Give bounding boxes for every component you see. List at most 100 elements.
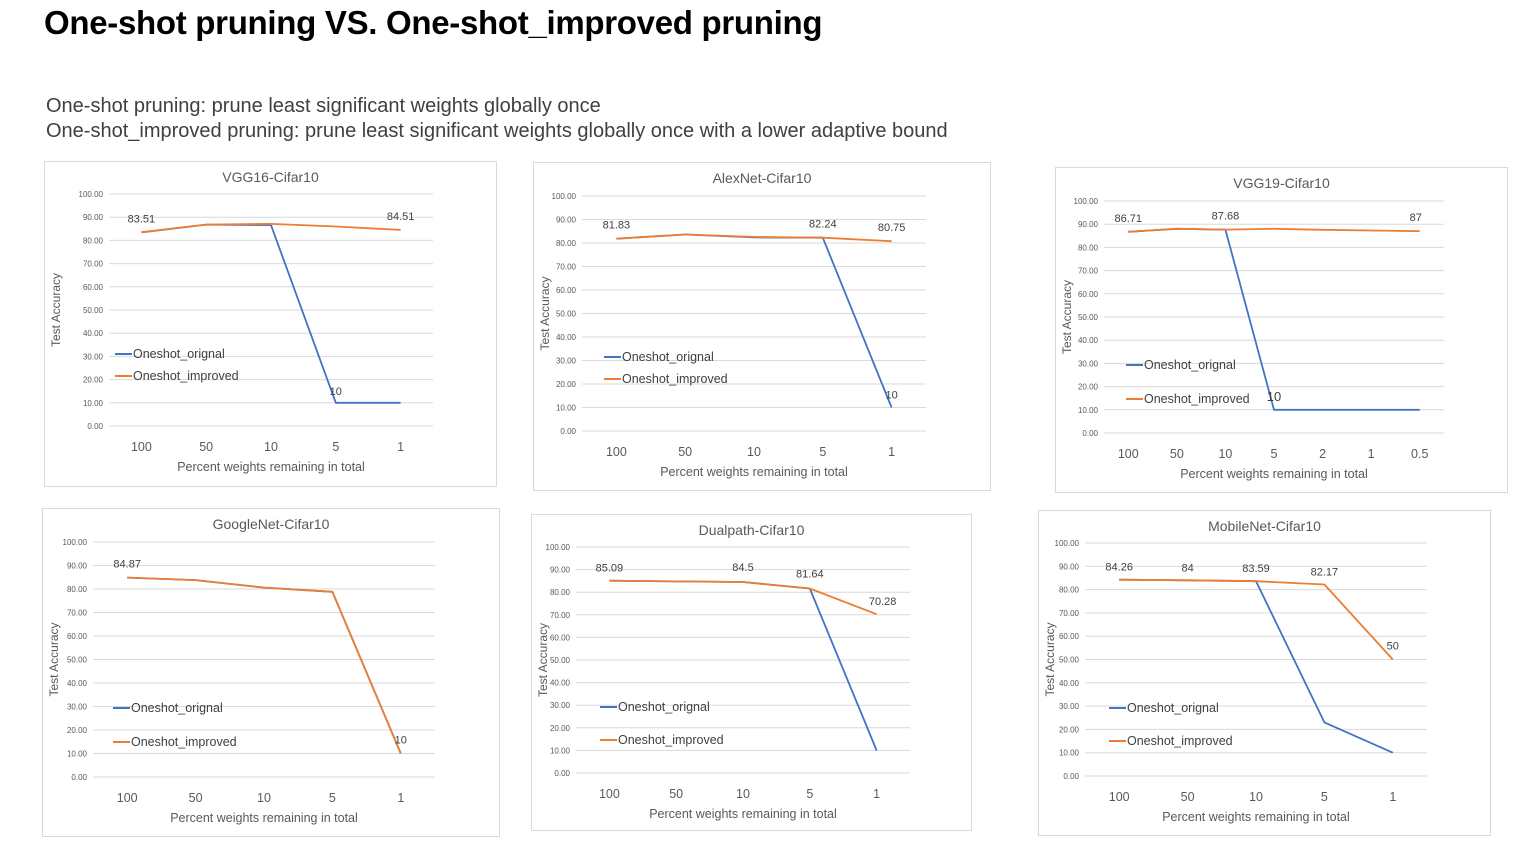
data-label: 84.51 <box>387 211 415 223</box>
chart-mobilenet: MobileNet-Cifar10 0.00 10.00 20.00 30.00 40.0… <box>1038 510 1491 836</box>
series-line-improved <box>609 579 877 616</box>
series-line-original <box>127 576 402 754</box>
y-tick-label: 60.00 <box>67 632 88 641</box>
y-tick-label: 60.00 <box>1059 632 1080 641</box>
chart-alexnet-svg: AlexNet-Cifar10 0.00 10.00 20.00 30.00 40.00 5… <box>538 170 926 479</box>
y-tick-label: 0.00 <box>554 769 570 778</box>
chart-title: AlexNet-Cifar10 <box>713 170 812 186</box>
y-tick-label: 20.00 <box>550 724 571 733</box>
y-tick-label: 0.00 <box>71 773 87 782</box>
chart-vgg19-svg: VGG19-Cifar100.0010.0020.0030.0040.0050.… <box>1060 175 1444 481</box>
series-line-original <box>1119 578 1394 754</box>
y-tick-label: 40.00 <box>1078 336 1099 345</box>
series-line-improved <box>141 223 401 234</box>
series-line-improved <box>127 576 402 754</box>
legend-label-original: Oneshot_orignal <box>133 347 225 361</box>
x-tick-label: 10 <box>1249 790 1263 804</box>
x-tick-label: 50 <box>678 445 692 459</box>
x-tick-label: 0.5 <box>1411 447 1428 461</box>
y-tick-label: 60.00 <box>556 286 577 295</box>
chart-vgg16: VGG16-Cifar10 0.00 10.00 20.00 30.00 40.00 50.… <box>44 161 497 487</box>
description-one-shot: One-shot pruning: prune least significan… <box>46 95 601 117</box>
y-tick-label: 70.00 <box>550 611 571 620</box>
data-label: 85.09 <box>596 563 624 575</box>
y-tick-label: 20.00 <box>556 380 577 389</box>
y-tick-label: 90.00 <box>1078 220 1099 229</box>
x-tick-label: 5 <box>329 791 336 805</box>
x-tick-label: 2 <box>1319 447 1326 461</box>
y-tick-label: 80.00 <box>550 588 571 597</box>
y-tick-label: 100.00 <box>63 538 88 547</box>
legend-label-original: Oneshot_orignal <box>622 350 714 364</box>
x-tick-label: 10 <box>264 440 278 454</box>
chart-title: Dualpath-Cifar10 <box>699 522 805 538</box>
data-label: 84.87 <box>113 559 141 571</box>
x-tick-label: 10 <box>257 791 271 805</box>
y-tick-label: 90.00 <box>550 566 571 575</box>
y-tick-label: 10.00 <box>67 750 88 759</box>
y-tick-label: 50.00 <box>67 656 88 665</box>
data-label: 83.51 <box>128 213 156 225</box>
chart-googlenet: GoogleNet-Cifar10 0.00 10.00 20.00 30.00 40.0… <box>42 508 500 837</box>
y-tick-label: 90.00 <box>83 213 104 222</box>
x-tick-label: 100 <box>606 445 627 459</box>
y-tick-label: 90.00 <box>1059 562 1080 571</box>
data-label: 87.68 <box>1212 211 1240 223</box>
y-tick-label: 70.00 <box>1059 609 1080 618</box>
y-tick-label: 100.00 <box>79 190 104 199</box>
x-axis-label: Percent weights remaining in total <box>1180 467 1368 481</box>
x-tick-label: 10 <box>747 445 761 459</box>
chart-title: VGG16-Cifar10 <box>222 169 319 185</box>
legend-label-improved: Oneshot_improved <box>131 735 237 749</box>
data-label: 83.59 <box>1242 563 1270 575</box>
data-label: 10 <box>395 735 407 747</box>
x-tick-label: 50 <box>1181 790 1195 804</box>
x-tick-label: 5 <box>1271 447 1278 461</box>
legend-label-improved: Oneshot_improved <box>1144 392 1250 406</box>
y-tick-label: 70.00 <box>67 609 88 618</box>
y-tick-label: 100.00 <box>1074 197 1099 206</box>
y-axis-label: Test Accuracy <box>536 623 550 697</box>
y-tick-label: 30.00 <box>550 701 571 710</box>
x-axis-label: Percent weights remaining in total <box>649 807 837 821</box>
y-axis-label: Test Accuracy <box>1060 280 1074 354</box>
y-tick-label: 80.00 <box>556 239 577 248</box>
legend-label-original: Oneshot_orignal <box>1127 701 1219 715</box>
x-tick-label: 1 <box>1368 447 1375 461</box>
x-tick-label: 100 <box>131 440 152 454</box>
y-tick-label: 20.00 <box>67 726 88 735</box>
y-tick-label: 0.00 <box>1063 772 1079 781</box>
y-tick-label: 100.00 <box>1055 539 1080 548</box>
x-tick-label: 5 <box>819 445 826 459</box>
y-tick-label: 50.00 <box>1078 313 1099 322</box>
description-one-shot-improved: One-shot_improved pruning: prune least s… <box>46 120 948 142</box>
data-label: 84 <box>1181 562 1193 574</box>
chart-dualpath: Dualpath-Cifar10 0.00 10.00 20.00 30.00 40.00… <box>531 514 972 831</box>
y-tick-label: 70.00 <box>83 260 104 269</box>
y-tick-label: 50.00 <box>550 656 571 665</box>
data-label: 87 <box>1410 212 1422 224</box>
x-axis-label: Percent weights remaining in total <box>660 465 848 479</box>
y-tick-label: 70.00 <box>1078 267 1099 276</box>
data-label: 10 <box>885 390 897 402</box>
series-line-original <box>609 579 878 751</box>
data-label: 82.24 <box>809 219 837 231</box>
y-tick-label: 50.00 <box>83 306 104 315</box>
y-tick-label: 30.00 <box>83 352 104 361</box>
y-tick-label: 40.00 <box>67 679 88 688</box>
series-line-improved <box>1119 578 1394 661</box>
y-axis-label: Test Accuracy <box>47 622 61 696</box>
y-tick-label: 0.00 <box>1082 429 1098 438</box>
y-tick-label: 10.00 <box>83 399 104 408</box>
series-line-improved <box>616 233 892 243</box>
y-tick-label: 80.00 <box>1078 243 1099 252</box>
y-tick-label: 30.00 <box>67 703 88 712</box>
x-tick-label: 1 <box>888 445 895 459</box>
x-tick-label: 5 <box>332 440 339 454</box>
x-tick-label: 100 <box>117 791 138 805</box>
chart-title: MobileNet-Cifar10 <box>1208 518 1321 534</box>
x-tick-label: 50 <box>669 787 683 801</box>
x-tick-label: 1 <box>397 440 404 454</box>
chart-alexnet: AlexNet-Cifar10 0.00 10.00 20.00 30.00 40.00 5… <box>533 162 991 491</box>
data-label: 84.5 <box>732 562 753 574</box>
